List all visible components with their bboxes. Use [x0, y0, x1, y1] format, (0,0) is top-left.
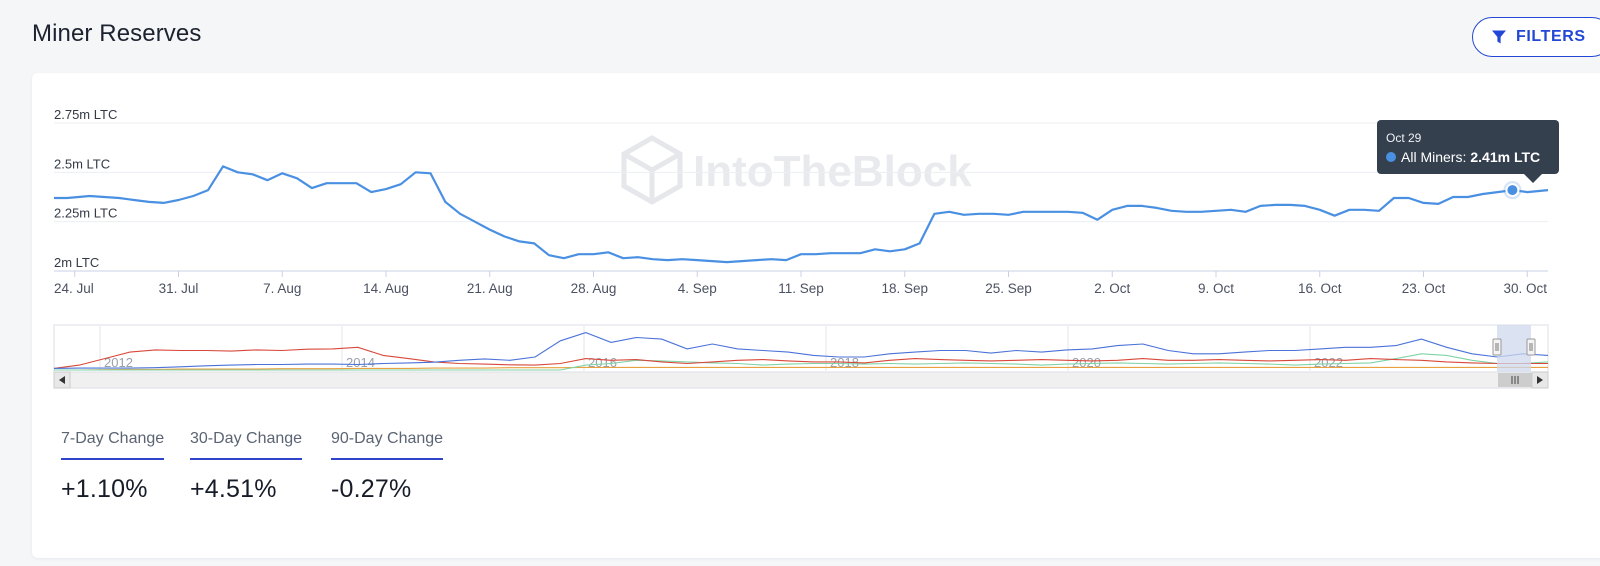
tooltip-series-dot: [1386, 152, 1396, 162]
navigator[interactable]: 2012 2014 2016 2018 2020 2022: [0, 0, 1600, 400]
chevron-left-icon: [59, 376, 65, 384]
navigator-series-blue: [53, 332, 1549, 369]
y-tick-label: 2.5m LTC: [54, 156, 110, 171]
chart-card: [32, 73, 1600, 558]
y-tick-label: 2.75m LTC: [54, 107, 117, 122]
x-tick-label: 24. Jul: [54, 281, 94, 296]
navigator-scrollbar-track[interactable]: [53, 371, 1549, 389]
x-tick-label: 18. Sep: [881, 281, 928, 296]
watermark: IntoTheBlock: [621, 135, 972, 205]
scroll-right-button[interactable]: [1531, 371, 1549, 389]
x-tick-label: 21. Aug: [467, 281, 513, 296]
stat-label[interactable]: 30-Day Change: [190, 430, 303, 460]
stat-7-day: 7-Day Change +1.10%: [61, 430, 165, 504]
navigator-selection[interactable]: [1497, 325, 1531, 372]
scroll-left-button[interactable]: [53, 371, 71, 389]
watermark-text: IntoTheBlock: [693, 147, 972, 196]
navigator-handle-right[interactable]: [1526, 338, 1536, 356]
x-tick-label: 16. Oct: [1298, 281, 1342, 296]
stat-value: -0.27%: [331, 475, 412, 503]
tooltip-row: All Miners: 2.41m LTC: [1386, 149, 1550, 165]
x-tick-label: 30. Oct: [1503, 281, 1547, 296]
x-tick-label: 31. Jul: [159, 281, 199, 296]
hover-marker: [1505, 183, 1520, 198]
navigator-year-label: 2014: [346, 355, 375, 370]
x-tick-label: 2. Oct: [1094, 281, 1130, 296]
stat-label[interactable]: 7-Day Change: [61, 430, 165, 460]
scrollbar-thumb[interactable]: [1498, 373, 1532, 387]
x-tick-label: 14. Aug: [363, 281, 409, 296]
x-tick-label: 7. Aug: [263, 281, 301, 296]
page-title: Miner Reserves: [32, 20, 202, 47]
filters-button[interactable]: FILTERS: [1472, 17, 1600, 57]
y-tick-label: 2m LTC: [54, 255, 99, 270]
stat-30-day: 30-Day Change +4.51%: [190, 430, 303, 504]
tooltip-arrow: [1524, 174, 1542, 183]
watermark-logo-icon: [621, 135, 683, 205]
chevron-right-icon: [1537, 376, 1543, 384]
x-tick-label: 4. Sep: [678, 281, 717, 296]
y-tick-label: 2.25m LTC: [54, 206, 117, 221]
navigator-series-orange: [54, 366, 1548, 371]
x-tick-label: 25. Sep: [985, 281, 1032, 296]
navigator-handle-left[interactable]: [1492, 338, 1502, 356]
stat-90-day: 90-Day Change -0.27%: [331, 430, 444, 504]
series-line-all-miners: [54, 165, 1549, 264]
tooltip: Oct 29 All Miners: 2.41m LTC: [1377, 120, 1559, 174]
navigator-series-green: [54, 353, 1549, 371]
x-tick-label: 11. Sep: [778, 281, 824, 296]
stat-value: +4.51%: [190, 475, 277, 503]
navigator-series-red: [53, 346, 1548, 369]
filters-button-label: FILTERS: [1516, 28, 1586, 45]
stat-value: +1.10%: [61, 475, 148, 503]
navigator-year-label: 2012: [104, 355, 133, 370]
tooltip-date: Oct 29: [1386, 131, 1422, 145]
x-tick-label: 9. Oct: [1198, 281, 1234, 296]
x-tick-label: 28. Aug: [571, 281, 617, 296]
tooltip-series-label: All Miners:: [1401, 149, 1467, 165]
stat-label[interactable]: 90-Day Change: [331, 430, 444, 460]
main-chart[interactable]: IntoTheBlock 2.75m LTC 2.5m LTC 2.25m LTC 2…: [0, 0, 1600, 310]
navigator-year-label: 2022: [1314, 355, 1343, 370]
tooltip-value: 2.41m LTC: [1470, 149, 1541, 165]
filter-icon: [1492, 30, 1506, 44]
navigator-year-label: 2020: [1072, 355, 1101, 370]
x-tick-label: 23. Oct: [1402, 281, 1446, 296]
